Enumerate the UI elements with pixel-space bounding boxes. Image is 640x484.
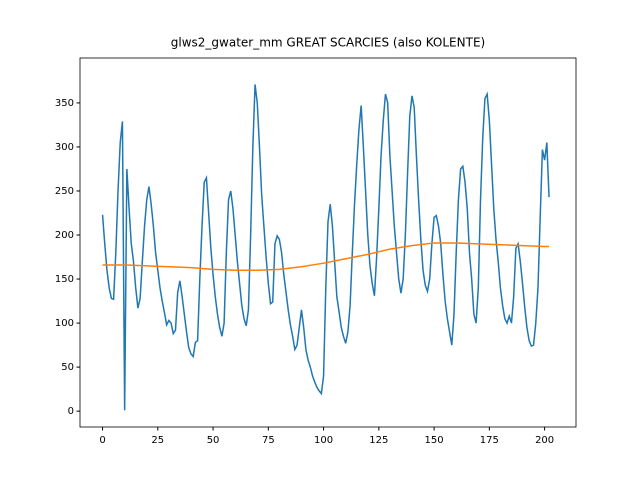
y-tick-label: 0 [68,406,74,417]
y-tick-label: 250 [55,186,74,197]
x-tick-label: 100 [314,435,333,446]
x-tick-label: 150 [425,435,444,446]
x-tick-label: 25 [151,435,164,446]
x-tick-label: 125 [369,435,388,446]
y-tick-label: 50 [61,362,74,373]
data-line [102,242,550,271]
data-line [101,84,550,411]
chart-title: glws2_gwater_mm GREAT SCARCIES (also KOL… [171,36,485,50]
y-tick-label: 150 [55,274,74,285]
y-tick-label: 100 [55,318,74,329]
x-tick-label: 50 [207,435,220,446]
x-tick-label: 0 [99,435,105,446]
x-tick-label: 75 [262,435,275,446]
x-tick-label: 175 [480,435,499,446]
x-tick-label: 200 [535,435,554,446]
y-tick-label: 350 [55,98,74,109]
y-tick-label: 300 [55,142,74,153]
y-tick-label: 200 [55,230,74,241]
plot-frame [79,57,577,428]
